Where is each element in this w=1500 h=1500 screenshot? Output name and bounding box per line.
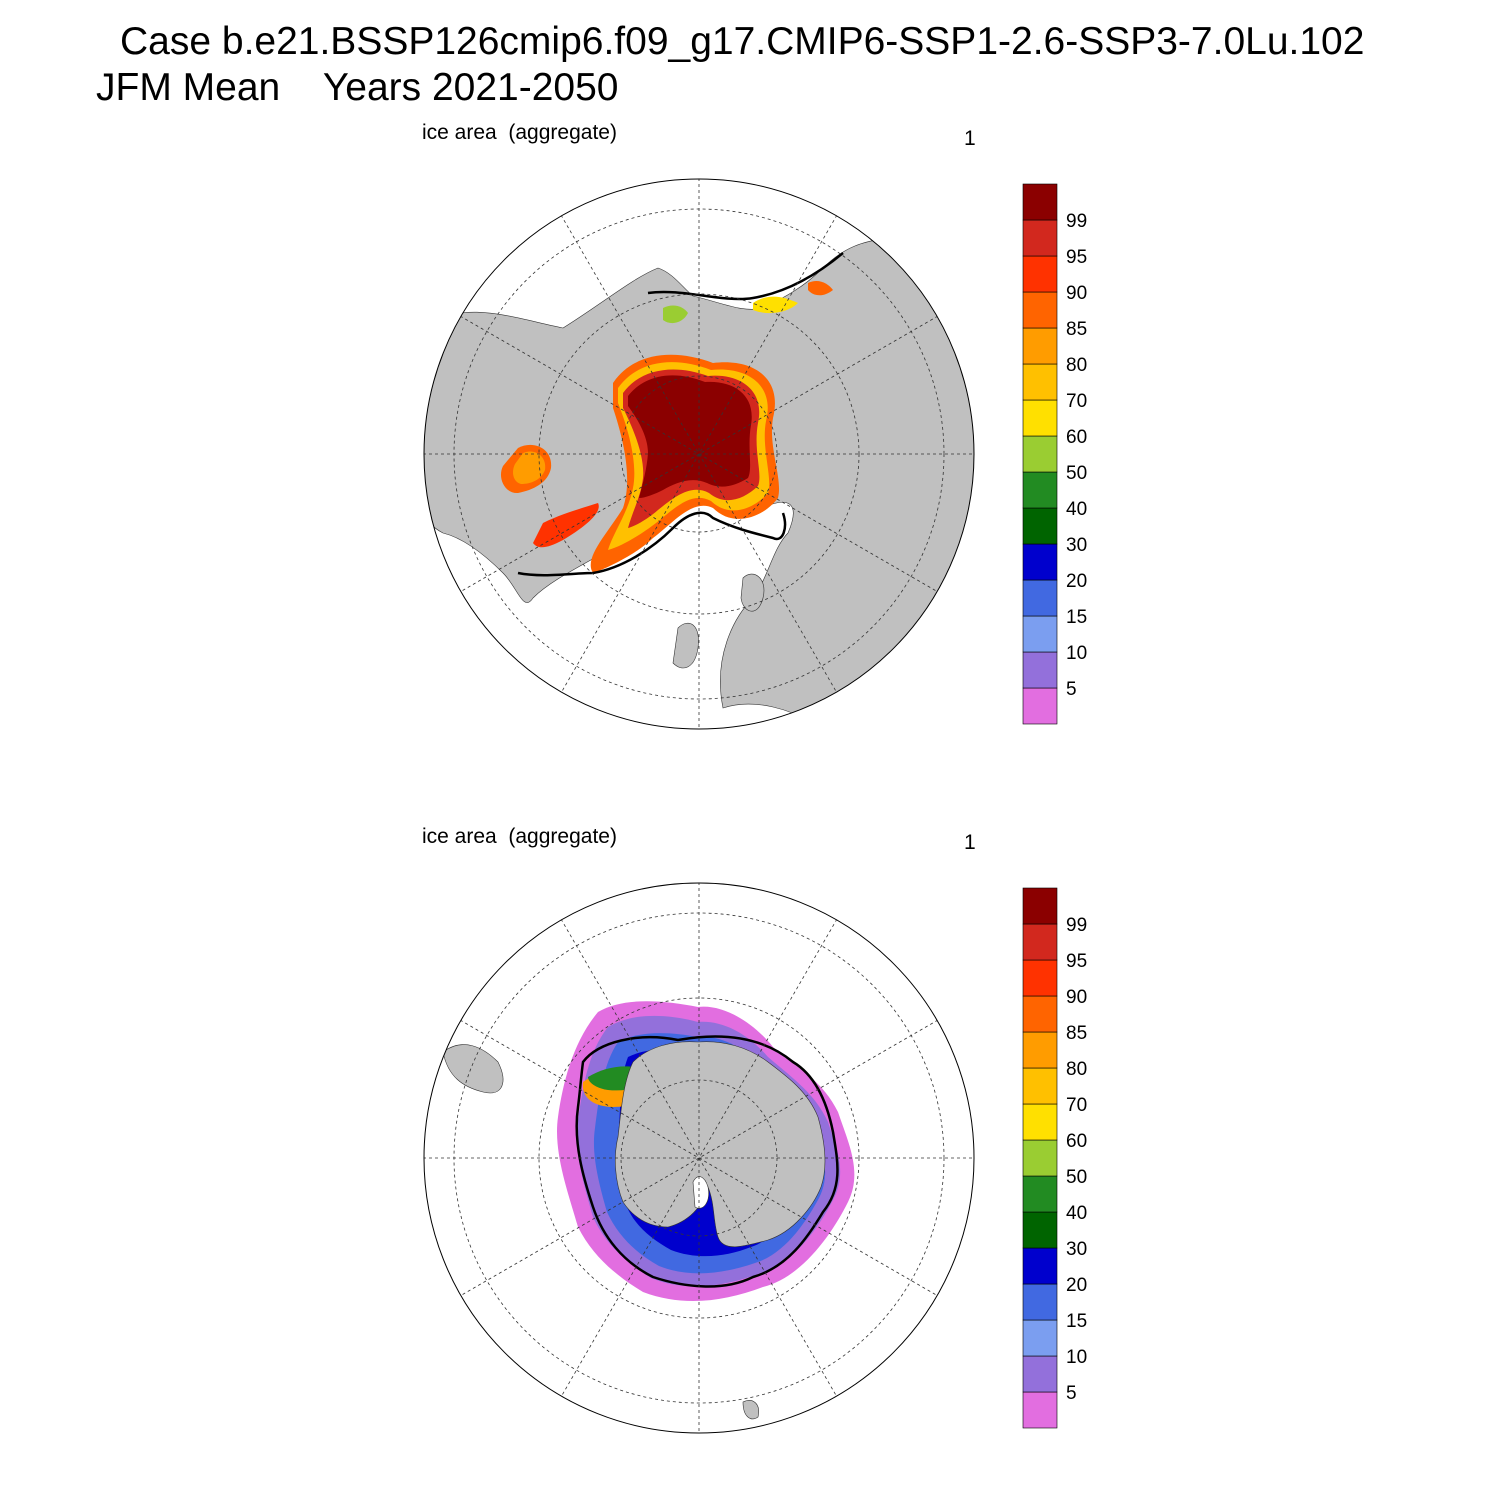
north-colorbar-swatch xyxy=(1022,435,1058,473)
north-colorbar-swatch xyxy=(1022,615,1058,653)
south-colorbar-swatch xyxy=(1022,1139,1058,1177)
south-ice-edge-contour xyxy=(575,1035,839,1288)
south-colorbar-tick-label: 85 xyxy=(1066,1023,1087,1044)
south-colorbar-tick-label: 5 xyxy=(1066,1383,1077,1404)
north-colorbar-tick-label: 90 xyxy=(1066,283,1087,304)
north-colorbar-tick-label: 20 xyxy=(1066,571,1087,592)
north-colorbar: 5 10 15 20 30 40 50 60 70 80 85 90 95 99 xyxy=(1022,183,1087,725)
north-colorbar-tick-label: 15 xyxy=(1066,607,1087,628)
south-colorbar-tick-label: 40 xyxy=(1066,1203,1087,1224)
south-colorbar-tick-label: 70 xyxy=(1066,1095,1087,1116)
south-colorbar-tick-label: 60 xyxy=(1066,1131,1087,1152)
south-colorbar-tick-label: 95 xyxy=(1066,951,1087,972)
south-colorbar-swatch xyxy=(1022,1067,1058,1105)
north-colorbar-swatch xyxy=(1022,363,1058,401)
north-colorbar-swatch xyxy=(1022,687,1058,725)
north-land xyxy=(424,237,974,729)
south-colorbar-swatch xyxy=(1022,1391,1058,1429)
south-colorbar-tick-label: 80 xyxy=(1066,1059,1087,1080)
south-colorbar-tick-label: 15 xyxy=(1066,1311,1087,1332)
south-colorbar-swatch xyxy=(1022,1283,1058,1321)
south-colorbar-swatch xyxy=(1022,1247,1058,1285)
north-colorbar-swatch xyxy=(1022,543,1058,581)
south-colorbar-tick-label: 99 xyxy=(1066,915,1087,936)
south-graticule xyxy=(424,883,974,1433)
south-colorbar-swatch xyxy=(1022,887,1058,925)
south-panel-units-label: 1 xyxy=(964,831,976,854)
south-colorbar-tick-label: 50 xyxy=(1066,1167,1087,1188)
south-colorbar-swatch xyxy=(1022,959,1058,997)
north-colorbar-swatch xyxy=(1022,291,1058,329)
north-colorbar-tick-label: 50 xyxy=(1066,463,1087,484)
south-colorbar-swatch xyxy=(1022,995,1058,1033)
north-colorbar-swatch xyxy=(1022,219,1058,257)
north-colorbar-swatch xyxy=(1022,399,1058,437)
north-sea-ice xyxy=(500,280,833,573)
north-colorbar-tick-label: 85 xyxy=(1066,319,1087,340)
south-polar-map xyxy=(423,882,975,1434)
north-colorbar-tick-label: 30 xyxy=(1066,535,1087,556)
north-polar-map xyxy=(423,178,975,730)
south-colorbar-tick-label: 30 xyxy=(1066,1239,1087,1260)
north-colorbar-tick-label: 5 xyxy=(1066,679,1077,700)
south-colorbar-swatch xyxy=(1022,1211,1058,1249)
north-colorbar-tick-label: 70 xyxy=(1066,391,1087,412)
south-colorbar-swatch xyxy=(1022,1103,1058,1141)
antarctica-land xyxy=(614,1041,826,1248)
north-panel-variable-label: ice area (aggregate) xyxy=(422,121,617,144)
south-colorbar-swatch xyxy=(1022,1355,1058,1393)
south-colorbar-swatch xyxy=(1022,1319,1058,1357)
south-colorbar-tick-label: 20 xyxy=(1066,1275,1087,1296)
north-panel-units-label: 1 xyxy=(964,127,976,150)
north-colorbar-swatch xyxy=(1022,183,1058,221)
north-colorbar-swatch xyxy=(1022,507,1058,545)
north-colorbar-swatch xyxy=(1022,579,1058,617)
north-colorbar-tick-label: 10 xyxy=(1066,643,1087,664)
south-colorbar-tick-label: 90 xyxy=(1066,987,1087,1008)
north-colorbar-swatch xyxy=(1022,651,1058,689)
figure-title-case: Case b.e21.BSSP126cmip6.f09_g17.CMIP6-SS… xyxy=(120,20,1365,63)
north-colorbar-swatch xyxy=(1022,327,1058,365)
north-ice-edge-contour xyxy=(517,511,787,577)
north-colorbar-swatch xyxy=(1022,255,1058,293)
north-colorbar-tick-label: 80 xyxy=(1066,355,1087,376)
north-colorbar-tick-label: 99 xyxy=(1066,211,1087,232)
south-colorbar-swatch xyxy=(1022,923,1058,961)
north-colorbar-tick-label: 40 xyxy=(1066,499,1087,520)
south-colorbar-swatch xyxy=(1022,1175,1058,1213)
south-panel-variable-label: ice area (aggregate) xyxy=(422,825,617,848)
south-colorbar-tick-label: 10 xyxy=(1066,1347,1087,1368)
north-graticule xyxy=(424,179,974,729)
north-colorbar-swatch xyxy=(1022,471,1058,509)
south-colorbar-swatch xyxy=(1022,1031,1058,1069)
north-colorbar-tick-label: 60 xyxy=(1066,427,1087,448)
figure-title-period: JFM Mean Years 2021-2050 xyxy=(96,66,619,109)
north-colorbar-tick-label: 95 xyxy=(1066,247,1087,268)
south-colorbar: 5 10 15 20 30 40 50 60 70 80 85 90 95 99 xyxy=(1022,887,1087,1429)
